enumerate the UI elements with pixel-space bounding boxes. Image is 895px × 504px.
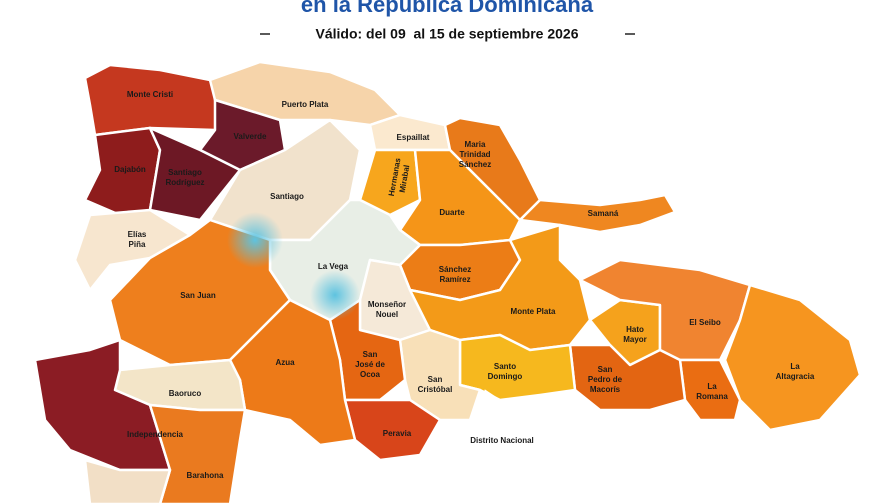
province-label: Independencia [127, 430, 184, 439]
province-label: La [707, 382, 717, 391]
province-label: Piña [129, 240, 146, 249]
blue-spot [227, 212, 283, 268]
province-label: San [363, 350, 378, 359]
region [518, 193, 677, 234]
province-label: Nouel [376, 310, 398, 319]
province-label: Santiago [270, 192, 304, 201]
region [343, 398, 442, 462]
province-label: Altagracia [776, 372, 815, 381]
province-label: Monseñor [368, 300, 406, 309]
province-label: Sánchez [439, 265, 471, 274]
region [723, 283, 862, 432]
subtitle: Válido: del 09 al 15 de septiembre 2026 [315, 26, 578, 42]
province-label: Samaná [588, 209, 619, 218]
region [73, 208, 192, 292]
province-label: Maria [465, 140, 486, 149]
province-label: Duarte [439, 208, 465, 217]
region [83, 63, 222, 137]
province-label: Azua [275, 358, 295, 367]
province-label: La Vega [318, 262, 349, 271]
province-label: Elías [128, 230, 147, 239]
region [484, 389, 511, 411]
blue-spot [310, 270, 360, 320]
province-label: Distrito Nacional [470, 436, 534, 445]
province-label: Peravia [383, 429, 412, 438]
province-label: Rodríguez [165, 178, 204, 187]
region [398, 328, 482, 422]
title: en la República Dominicana [301, 0, 594, 17]
province-label: El Seibo [689, 318, 721, 327]
province-label: Hato [626, 325, 644, 334]
province-label: Mayor [623, 335, 647, 344]
labels: Monte Cristi Puerto Plata Valverde Espailla… [114, 90, 815, 480]
province-label: Ocoa [360, 370, 381, 379]
province-label: Monte Plata [511, 307, 556, 316]
province-label: Ramírez [439, 275, 470, 284]
province-label: Macorís [590, 385, 621, 394]
province-label: San [428, 375, 443, 384]
province-label: Trinidad [459, 150, 490, 159]
region [148, 126, 242, 222]
province-label: La [790, 362, 800, 371]
province-label: Sánchez [459, 160, 491, 169]
province-label: San Juan [180, 291, 216, 300]
province-label: Puerto Plata [282, 100, 329, 109]
provinces [33, 60, 862, 504]
province-label: Romana [696, 392, 728, 401]
province-label: José de [355, 360, 385, 369]
province-label: Domingo [488, 372, 523, 381]
province-label: Santiago [168, 168, 202, 177]
province-label: Dajabón [114, 165, 146, 174]
province-label: Cristóbal [418, 385, 453, 394]
province-label: Monte Cristi [127, 90, 173, 99]
province-label: Espaillat [397, 133, 430, 142]
province-label: Santo [494, 362, 516, 371]
region [83, 458, 172, 504]
province-label: San [598, 365, 613, 374]
province-label: Pedro de [588, 375, 623, 384]
region [358, 148, 422, 217]
province-label: Baoruco [169, 389, 202, 398]
province-label: Valverde [234, 132, 267, 141]
province-label: Barahona [187, 471, 224, 480]
